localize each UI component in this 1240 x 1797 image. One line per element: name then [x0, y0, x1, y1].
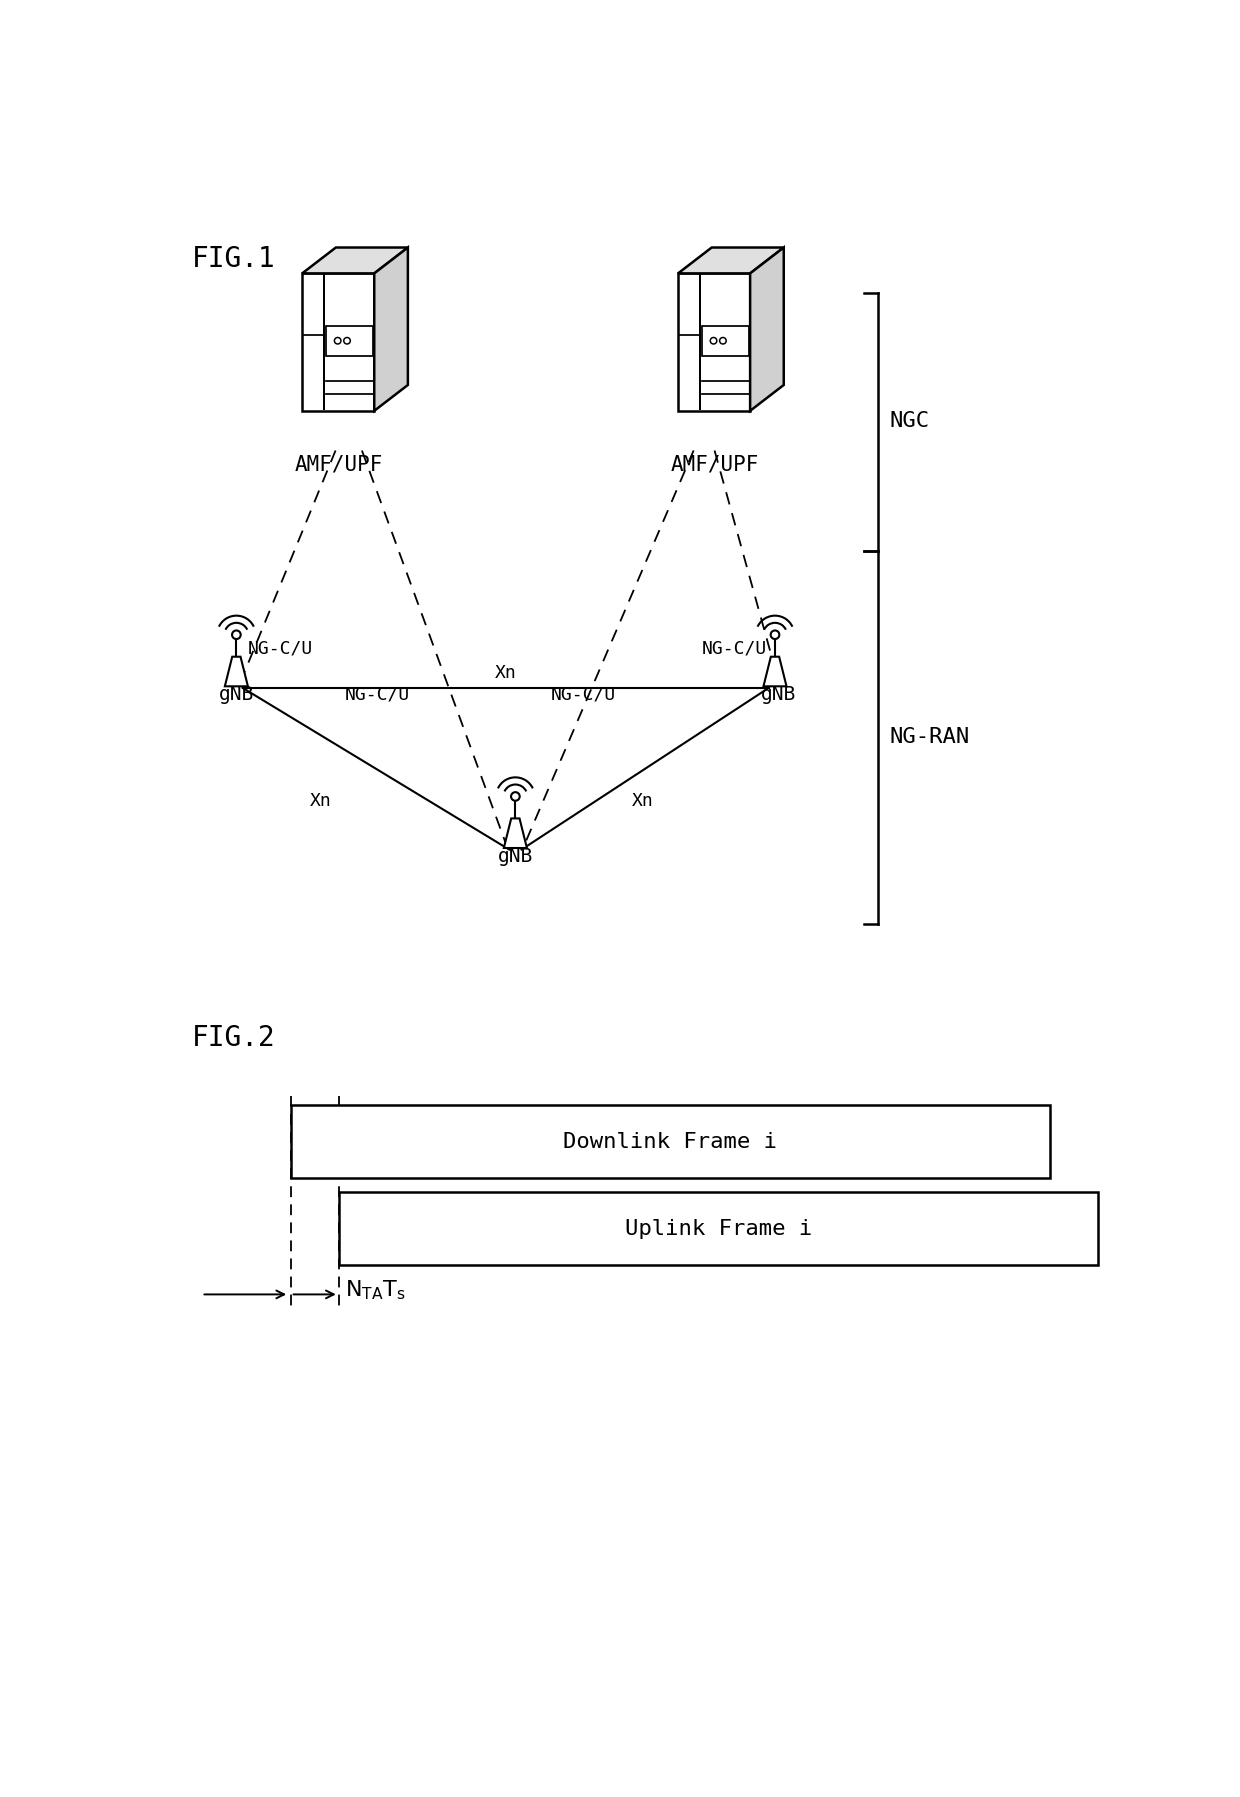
Text: NG-C/U: NG-C/U — [702, 640, 766, 658]
Bar — [326, 325, 373, 356]
Bar — [702, 325, 749, 356]
Polygon shape — [374, 248, 408, 412]
Text: gNB: gNB — [497, 846, 533, 866]
Circle shape — [511, 792, 520, 801]
Text: $\mathregular{N_{TA}T_s}$: $\mathregular{N_{TA}T_s}$ — [345, 1279, 405, 1303]
Text: gNB: gNB — [218, 685, 254, 704]
Text: Xn: Xn — [495, 663, 516, 681]
Text: NG-C/U: NG-C/U — [248, 640, 314, 658]
Text: Xn: Xn — [631, 792, 653, 810]
Circle shape — [232, 631, 241, 640]
Polygon shape — [303, 273, 374, 412]
Text: gNB: gNB — [761, 685, 796, 704]
Bar — [290, 1105, 1050, 1179]
Text: NG-C/U: NG-C/U — [551, 685, 615, 703]
Text: NG-RAN: NG-RAN — [890, 728, 970, 748]
Text: Xn: Xn — [310, 792, 332, 810]
Text: NGC: NGC — [890, 412, 930, 431]
Polygon shape — [678, 273, 750, 412]
Polygon shape — [503, 818, 527, 848]
Text: AMF/UPF: AMF/UPF — [671, 455, 759, 474]
Polygon shape — [303, 248, 408, 273]
Text: Downlink Frame i: Downlink Frame i — [563, 1132, 777, 1152]
Polygon shape — [678, 248, 784, 273]
Text: Uplink Frame i: Uplink Frame i — [625, 1218, 812, 1238]
Bar — [339, 1191, 1099, 1265]
Polygon shape — [224, 656, 248, 686]
Text: NG-C/U: NG-C/U — [345, 685, 410, 703]
Text: FIG.2: FIG.2 — [192, 1024, 277, 1051]
Text: AMF/UPF: AMF/UPF — [294, 455, 383, 474]
Circle shape — [771, 631, 779, 640]
Polygon shape — [750, 248, 784, 412]
Text: FIG.1: FIG.1 — [192, 244, 277, 273]
Polygon shape — [764, 656, 786, 686]
